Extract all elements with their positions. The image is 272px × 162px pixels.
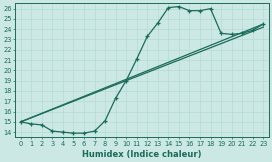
X-axis label: Humidex (Indice chaleur): Humidex (Indice chaleur) (82, 150, 202, 159)
